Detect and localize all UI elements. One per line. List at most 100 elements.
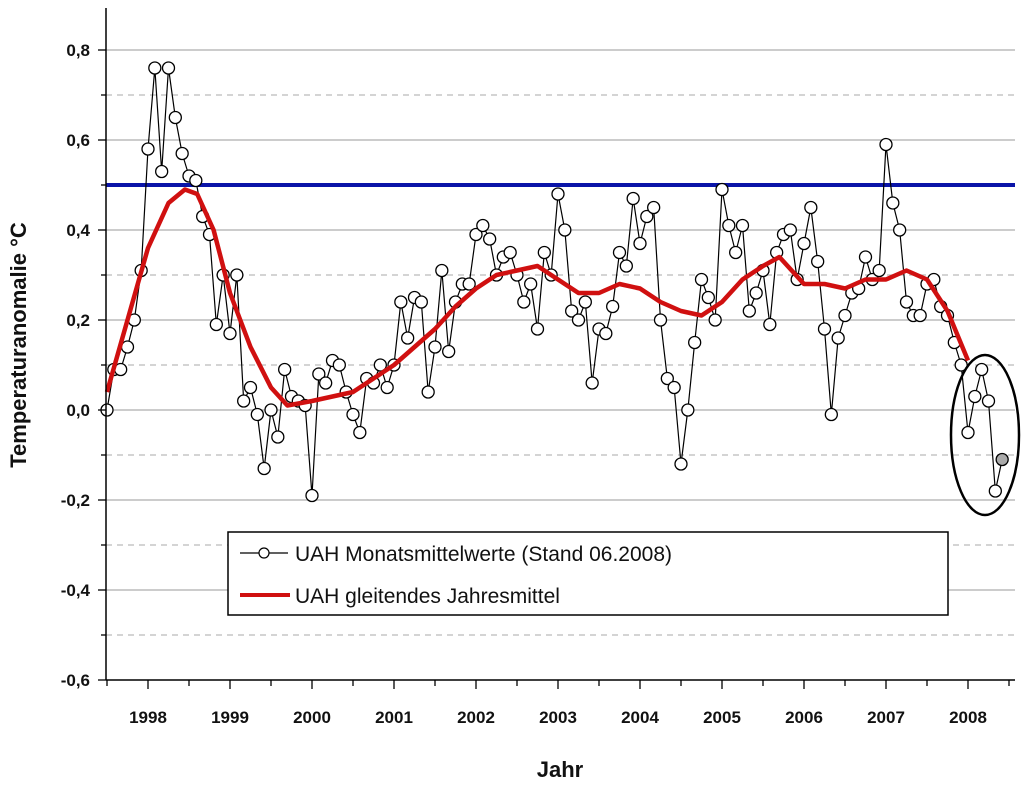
data-point <box>305 488 319 503</box>
data-point <box>681 403 695 417</box>
x-tick-labels: 1998 1999 2000 2001 2002 2003 2004 2005 2006 2007… <box>129 708 987 727</box>
data-point <box>599 326 613 341</box>
legend-box <box>227 531 949 616</box>
moving-average-series <box>104 187 971 408</box>
x-tick-label: 1998 <box>129 708 167 727</box>
data-point <box>469 227 483 242</box>
data-point <box>688 335 702 350</box>
data-point <box>394 295 408 309</box>
data-point <box>831 331 845 345</box>
data-point <box>872 263 886 278</box>
monthly-series <box>100 61 1009 503</box>
axes <box>98 8 1015 689</box>
data-point <box>503 245 517 260</box>
data-point <box>312 367 326 381</box>
data-point <box>660 371 674 386</box>
data-point <box>250 407 264 422</box>
data-point <box>148 61 162 75</box>
data-point <box>373 358 387 372</box>
data-point <box>667 380 681 395</box>
x-tick-label: 2007 <box>867 708 905 727</box>
y-tick-labels: 0,8 0,6 0,4 0,2 0,0 -0,2 -0,4 -0,6 <box>61 41 91 690</box>
data-point <box>571 313 586 327</box>
data-point <box>612 245 627 260</box>
data-point <box>626 191 640 206</box>
data-point <box>913 308 927 323</box>
x-tick-label: 2001 <box>375 708 413 727</box>
data-point <box>694 272 709 287</box>
data-point <box>442 344 456 359</box>
data-point <box>209 317 223 332</box>
data-point <box>742 304 756 318</box>
data-point <box>893 223 907 237</box>
data-point <box>886 196 900 210</box>
legend-label-average: UAH gleitendes Jahresmittel <box>295 585 560 608</box>
data-point <box>729 245 743 260</box>
data-point <box>483 232 497 246</box>
y-tick-label: 0,8 <box>66 41 90 60</box>
data-point <box>797 236 811 251</box>
data-point <box>524 277 538 291</box>
data-point <box>811 254 825 269</box>
data-point <box>879 137 893 152</box>
data-point <box>715 182 729 197</box>
data-point <box>619 259 633 273</box>
x-tick-label: 2005 <box>703 708 741 727</box>
y-tick-label: -0,4 <box>61 581 91 600</box>
data-point <box>606 299 620 314</box>
data-point <box>462 277 476 291</box>
data-point <box>647 200 661 215</box>
data-point <box>674 457 688 471</box>
legend-label-monthly: UAH Monatsmittelwerte (Stand 06.2008) <box>295 543 672 566</box>
data-point <box>414 295 428 309</box>
x-tick-label: 2003 <box>539 708 577 727</box>
data-point <box>517 295 531 309</box>
data-point <box>168 110 182 125</box>
x-tick-label: 2006 <box>785 708 823 727</box>
data-point <box>558 223 572 237</box>
data-point <box>565 304 579 318</box>
y-tick-label: -0,2 <box>61 491 90 510</box>
data-point <box>988 484 1002 498</box>
y-tick-label: 0,2 <box>66 311 90 330</box>
legend-marker-circle-monthly <box>258 547 270 559</box>
data-point <box>435 263 449 278</box>
data-point <box>817 322 832 336</box>
data-point <box>551 187 565 201</box>
data-point <box>804 200 818 215</box>
data-point <box>428 340 442 354</box>
y-tick-label: -0,6 <box>61 671 90 690</box>
data-point <box>278 362 292 377</box>
data-point <box>271 430 285 444</box>
data-point <box>155 164 169 179</box>
moving-average-line <box>104 187 971 408</box>
data-point <box>981 394 996 408</box>
x-axis-label: Jahr <box>537 757 584 782</box>
data-point <box>578 295 592 309</box>
data-point <box>264 403 278 417</box>
y-tick-label: 0,0 <box>66 401 90 420</box>
data-point <box>223 326 237 341</box>
data-point <box>858 250 873 264</box>
data-point <box>975 362 989 377</box>
data-point <box>175 146 189 161</box>
data-point <box>585 376 599 390</box>
x-tick-label: 2008 <box>949 708 987 727</box>
data-point <box>189 173 203 188</box>
y-tick-label: 0,6 <box>66 131 90 150</box>
data-point <box>161 61 176 75</box>
data-point <box>476 218 490 233</box>
data-point <box>257 461 271 476</box>
data-point <box>353 425 367 440</box>
data-point <box>763 317 777 332</box>
data-point <box>899 295 914 309</box>
data-point <box>783 223 797 237</box>
data-point <box>243 380 258 395</box>
data-point <box>701 290 715 305</box>
data-point <box>735 218 750 233</box>
data-point <box>968 389 982 404</box>
data-point <box>961 425 975 440</box>
x-tick-label: 2000 <box>293 708 331 727</box>
data-point <box>640 209 654 224</box>
